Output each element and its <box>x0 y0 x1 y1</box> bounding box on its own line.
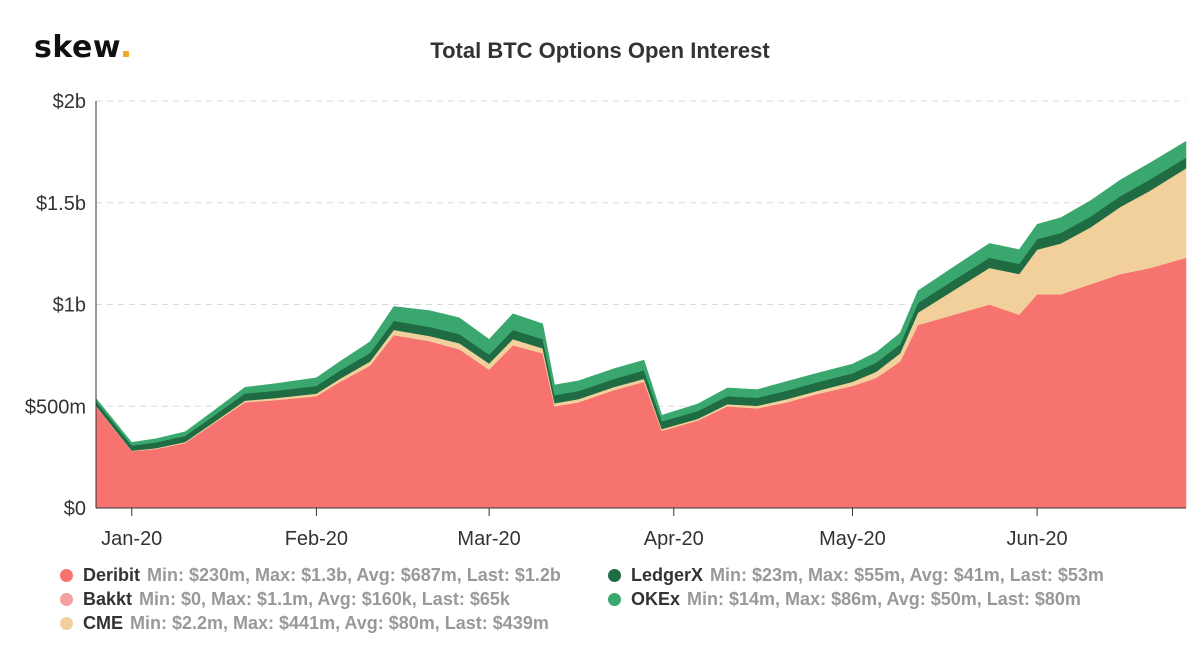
chart-title: Total BTC Options Open Interest <box>430 38 770 63</box>
legend-item-okex[interactable]: OKEx Min: $14m, Max: $86m, Avg: $50m, La… <box>608 589 1081 610</box>
skew-logo: skew <box>34 30 130 65</box>
x-tick-label: May-20 <box>819 528 886 550</box>
legend-swatch <box>60 617 73 630</box>
y-tick-label: $500m <box>25 396 86 418</box>
legend-swatch <box>60 593 73 606</box>
area-okex <box>95 140 1187 446</box>
x-tick-label: Apr-20 <box>644 528 704 550</box>
x-tick-label: Jun-20 <box>1007 528 1068 550</box>
logo-dot <box>123 51 130 57</box>
legend-series-stats: Min: $2.2m, Max: $441m, Avg: $80m, Last:… <box>125 613 549 633</box>
legend-swatch <box>60 569 73 582</box>
legend-series-stats: Min: $230m, Max: $1.3b, Avg: $687m, Last… <box>142 565 561 585</box>
legend-series-name: Bakkt <box>83 589 133 609</box>
legend-item-bakkt[interactable]: Bakkt Min: $0, Max: $1.1m, Avg: $160k, L… <box>60 589 612 610</box>
legend-series-stats: Min: $14m, Max: $86m, Avg: $50m, Last: $… <box>682 589 1081 609</box>
legend-series-name: CME <box>83 613 123 633</box>
x-tick-label: Jan-20 <box>101 528 162 550</box>
y-tick-label: $1b <box>53 295 86 317</box>
legend-series-name: LedgerX <box>631 565 704 585</box>
legend-series-stats: Min: $0, Max: $1.1m, Avg: $160k, Last: $… <box>134 589 510 609</box>
legend-series-name: OKEx <box>631 589 681 609</box>
x-tick-label: Feb-20 <box>285 528 348 550</box>
legend-swatch <box>608 593 621 606</box>
legend-series-name: Deribit <box>83 565 141 585</box>
y-tick-label: $2b <box>53 91 86 113</box>
legend-item-deribit[interactable]: Deribit Min: $230m, Max: $1.3b, Avg: $68… <box>60 565 612 586</box>
x-tick-label: Mar-20 <box>457 528 520 550</box>
legend-item-ledgerx[interactable]: LedgerX Min: $23m, Max: $55m, Avg: $41m,… <box>608 565 1104 586</box>
y-tick-label: $1.5b <box>36 193 86 215</box>
legend-swatch <box>608 569 621 582</box>
legend-series-stats: Min: $23m, Max: $55m, Avg: $41m, Last: $… <box>705 565 1104 585</box>
legend-item-cme[interactable]: CME Min: $2.2m, Max: $441m, Avg: $80m, L… <box>60 613 612 634</box>
y-tick-label: $0 <box>64 498 86 520</box>
